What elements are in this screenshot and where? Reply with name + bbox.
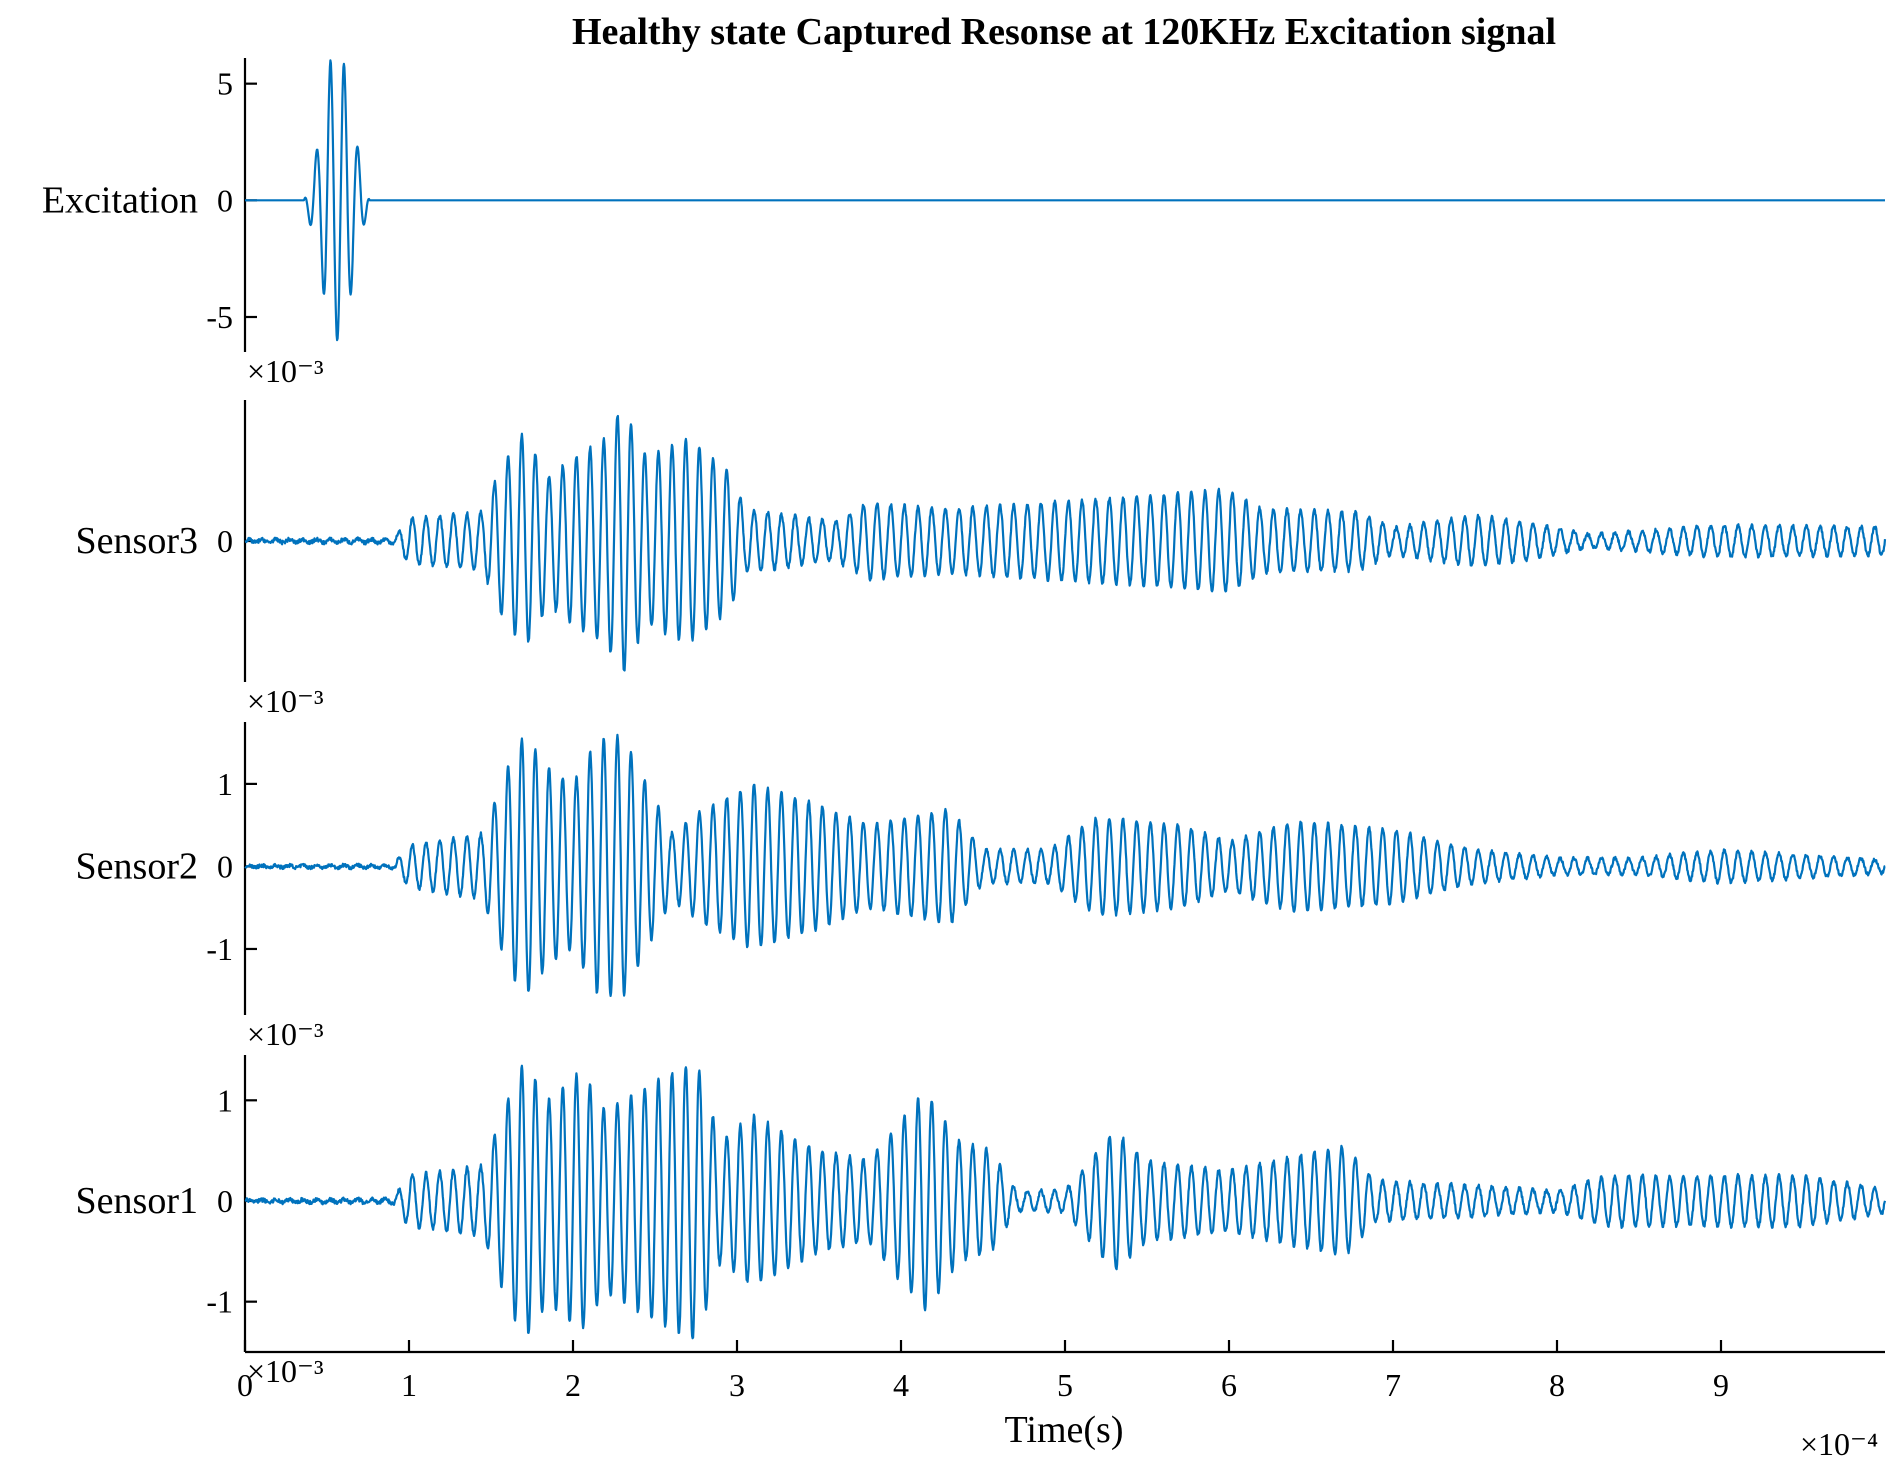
chart-title: Healthy state Captured Resonse at 120KHz… xyxy=(572,11,1556,53)
subplot-stack: -5 0 5 Excitation ×10⁻³ 0 Sensor3 ×10⁻³ -1 0 1 Sens… xyxy=(42,58,1887,1389)
x-axis-exponent: ×10⁻⁴ xyxy=(1800,1426,1878,1462)
sensor1-signal-line xyxy=(244,1064,1887,1340)
sensor1-y-tick-label: -1 xyxy=(206,1284,233,1320)
sensor2-y-tick-label: 1 xyxy=(217,766,233,802)
excitation-y-tick-label: 5 xyxy=(217,66,233,102)
x-tick-label: 7 xyxy=(1385,1367,1401,1403)
x-tick-label: 9 xyxy=(1713,1367,1729,1403)
x-axis-label: Time(s) xyxy=(1005,1409,1124,1451)
sensor1-y-tick-label: 0 xyxy=(217,1183,233,1219)
subplot-excitation: -5 0 5 Excitation ×10⁻³ xyxy=(42,58,1886,389)
sensor3-y-exponent: ×10⁻³ xyxy=(247,683,324,719)
sensor3-y-label: Sensor3 xyxy=(76,520,198,562)
excitation-signal-line xyxy=(244,59,1886,342)
sensor3-signal-line xyxy=(244,414,1887,672)
excitation-y-tick-label: -5 xyxy=(206,299,233,335)
x-axis: 0 1 2 3 4 5 6 7 8 9 xyxy=(237,1340,1885,1403)
sensor2-y-label: Sensor2 xyxy=(76,845,198,887)
x-tick-label: 3 xyxy=(729,1367,745,1403)
sensor1-y-label: Sensor1 xyxy=(76,1180,198,1222)
subplot-sensor2: -1 0 1 Sensor2 ×10⁻³ xyxy=(76,722,1886,1052)
x-tick-label: 6 xyxy=(1221,1367,1237,1403)
x-tick-label: 4 xyxy=(893,1367,909,1403)
x-tick-label: 0 xyxy=(237,1367,253,1403)
sensor1-y-tick-label: 1 xyxy=(217,1082,233,1118)
sensor1-y-exponent: ×10⁻³ xyxy=(247,1353,324,1389)
excitation-y-tick-label: 0 xyxy=(217,182,233,218)
excitation-y-label: Excitation xyxy=(42,179,198,221)
excitation-y-exponent: ×10⁻³ xyxy=(247,353,324,389)
subplot-sensor3: 0 Sensor3 ×10⁻³ xyxy=(76,400,1887,719)
x-tick-label: 1 xyxy=(401,1367,417,1403)
x-tick-label: 5 xyxy=(1057,1367,1073,1403)
x-tick-label: 8 xyxy=(1549,1367,1565,1403)
sensor2-y-tick-label: -1 xyxy=(206,931,233,967)
sensor2-signal-line xyxy=(244,733,1886,997)
sensor2-y-exponent: ×10⁻³ xyxy=(247,1016,324,1052)
sensor3-y-tick-label: 0 xyxy=(217,523,233,559)
sensor2-y-tick-label: 0 xyxy=(217,848,233,884)
x-tick-label: 2 xyxy=(565,1367,581,1403)
subplot-sensor1: -1 0 1 Sensor1 ×10⁻³ xyxy=(76,1055,1887,1389)
